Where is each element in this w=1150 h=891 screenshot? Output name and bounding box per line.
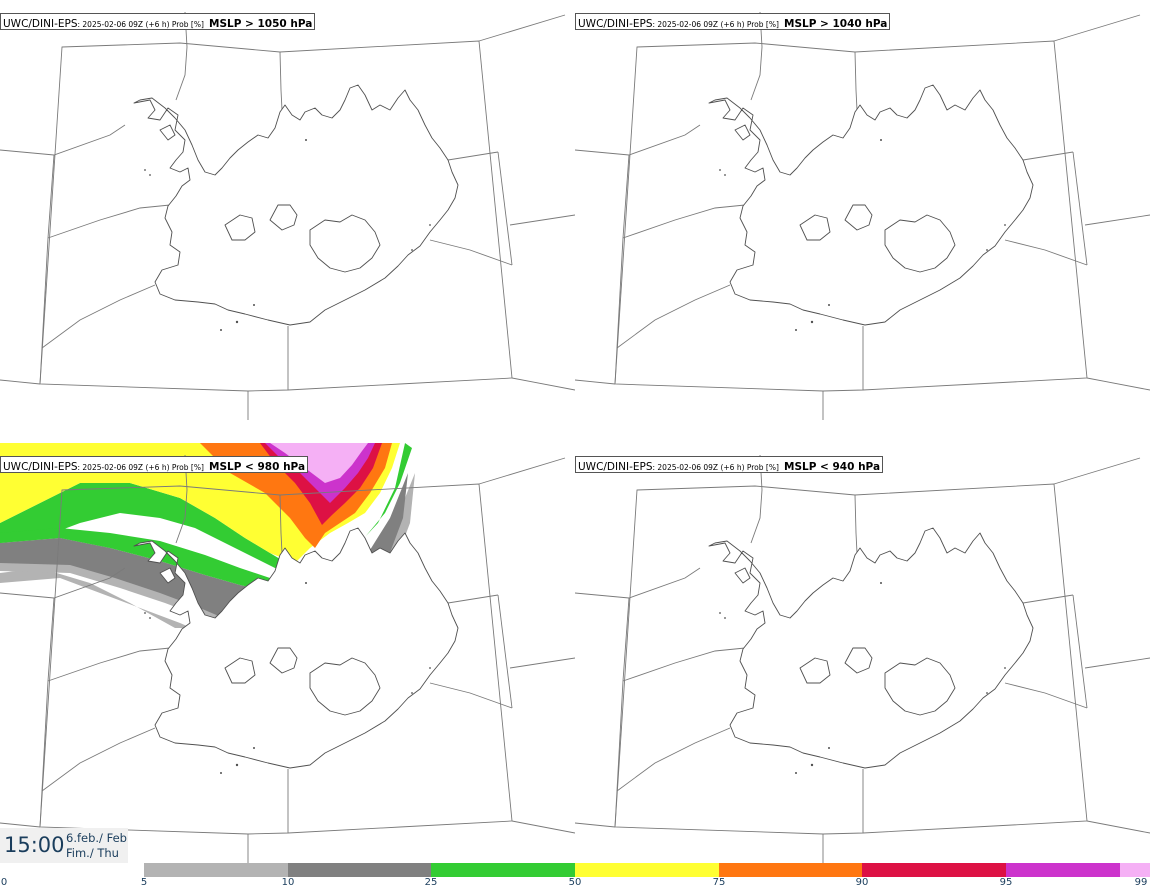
legend-tick: 10 <box>281 877 295 888</box>
legend-swatch-75-90 <box>719 863 862 877</box>
model-name: UWC/DINI-EPS <box>578 18 653 30</box>
panel-title: UWC/DINI-EPS: 2025-02-06 09Z (+6 h) Prob… <box>0 456 309 473</box>
prob-band-25-50 <box>0 443 412 583</box>
valid-time-box: 15:00 6.feb./ Feb Fim./ Thu <box>0 828 128 863</box>
run-info: : 2025-02-06 09Z (+6 h) Prob [%] <box>652 20 779 29</box>
legend-tick: 25 <box>424 877 438 888</box>
valid-date: 6.feb./ Feb <box>66 831 127 845</box>
valid-weekday: Fim./ Thu <box>66 846 119 860</box>
legend-swatch-10-25 <box>288 863 431 877</box>
legend-tick: 99 <box>1134 877 1148 888</box>
run-info: : 2025-02-06 09Z (+6 h) Prob [%] <box>77 20 204 29</box>
model-name: UWC/DINI-EPS <box>3 18 78 30</box>
prob-band-10-25 <box>0 473 408 638</box>
run-info: : 2025-02-06 09Z (+6 h) Prob [%] <box>77 463 204 472</box>
legend-tick: 50 <box>568 877 582 888</box>
legend-swatch-95-99 <box>1006 863 1150 877</box>
prob-band-99-100 <box>270 443 368 483</box>
legend-swatch-99 <box>1120 863 1150 877</box>
legend-tick: 0 <box>0 877 8 888</box>
map-canvas <box>575 454 1150 863</box>
variable-label: MSLP < 940 hPa <box>784 461 881 473</box>
valid-time: 15:00 <box>4 833 65 857</box>
legend-tick: 75 <box>712 877 726 888</box>
map-panel-mslp-lt-980: UWC/DINI-EPS: 2025-02-06 09Z (+6 h) Prob… <box>0 443 575 863</box>
model-name: UWC/DINI-EPS <box>3 461 78 473</box>
legend-swatch-5-10 <box>144 863 288 877</box>
map-canvas <box>575 11 1150 420</box>
variable-label: MSLP > 1050 hPa <box>209 18 313 30</box>
variable-label: MSLP < 980 hPa <box>209 461 306 473</box>
panel-title: UWC/DINI-EPS: 2025-02-06 09Z (+6 h) Prob… <box>575 456 884 473</box>
map-canvas <box>0 443 575 863</box>
legend-swatch-90-95 <box>862 863 1006 877</box>
legend-swatch-50-75 <box>575 863 719 877</box>
map-panel-mslp-lt-940: UWC/DINI-EPS: 2025-02-06 09Z (+6 h) Prob… <box>575 443 1150 863</box>
map-panel-mslp-gt-1050: UWC/DINI-EPS: 2025-02-06 09Z (+6 h) Prob… <box>0 0 575 420</box>
panel-title: UWC/DINI-EPS: 2025-02-06 09Z (+6 h) Prob… <box>575 13 891 30</box>
map-panel-mslp-gt-1040: UWC/DINI-EPS: 2025-02-06 09Z (+6 h) Prob… <box>575 0 1150 420</box>
run-info: : 2025-02-06 09Z (+6 h) Prob [%] <box>652 463 779 472</box>
legend-tick: 95 <box>999 877 1013 888</box>
model-name: UWC/DINI-EPS <box>578 461 653 473</box>
map-canvas <box>0 11 575 420</box>
color-legend: 0 5 10 25 50 75 90 95 99 <box>0 862 1150 891</box>
legend-tick: 90 <box>855 877 869 888</box>
legend-swatch-25-50 <box>431 863 575 877</box>
legend-tick: 5 <box>140 877 148 888</box>
panel-title: UWC/DINI-EPS: 2025-02-06 09Z (+6 h) Prob… <box>0 13 316 30</box>
variable-label: MSLP > 1040 hPa <box>784 18 888 30</box>
